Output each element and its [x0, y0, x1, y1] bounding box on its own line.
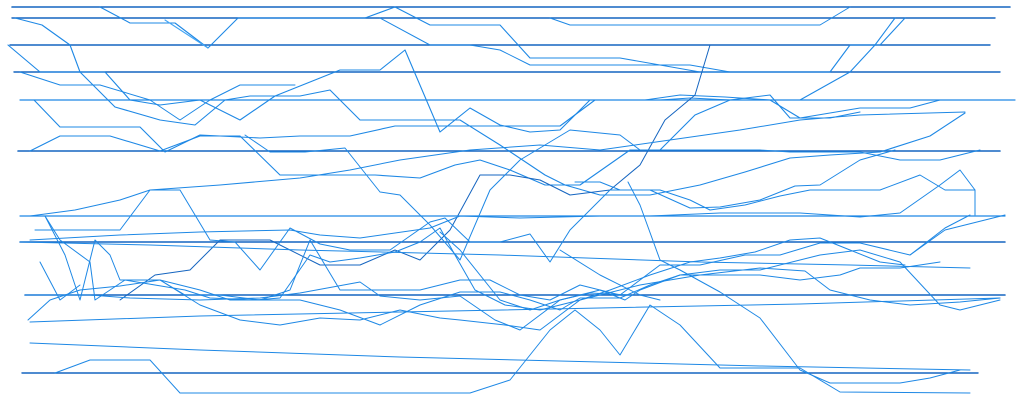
- line-path-23: [44, 215, 906, 311]
- line-path-34: [159, 267, 1001, 331]
- line-path-35: [627, 181, 961, 384]
- line-path-16: [379, 17, 761, 73]
- line-path-38: [39, 261, 81, 301]
- line-path-17: [19, 71, 296, 121]
- line-path-13: [7, 17, 896, 133]
- line-path-21: [244, 129, 981, 261]
- line-path-36: [24, 281, 631, 331]
- line-path-25: [34, 149, 896, 271]
- line-path-28: [574, 174, 976, 211]
- line-path-15: [549, 6, 851, 26]
- line-path-32: [29, 342, 971, 371]
- line-path-20: [119, 44, 711, 301]
- line-path-12: [14, 17, 966, 196]
- line-path-37: [559, 249, 661, 301]
- line-path-30: [27, 261, 941, 326]
- line-path-27: [909, 214, 1006, 256]
- line-path-22: [19, 214, 971, 301]
- line-path-24: [29, 111, 966, 217]
- line-path-11: [99, 6, 906, 73]
- polyline-group: [7, 6, 1016, 394]
- line-path-40: [19, 241, 971, 269]
- line-path-33: [54, 304, 971, 394]
- line-path-31: [29, 297, 1001, 323]
- line-path-14: [164, 19, 209, 49]
- line-path-26: [29, 169, 976, 241]
- line-path-19: [29, 94, 861, 186]
